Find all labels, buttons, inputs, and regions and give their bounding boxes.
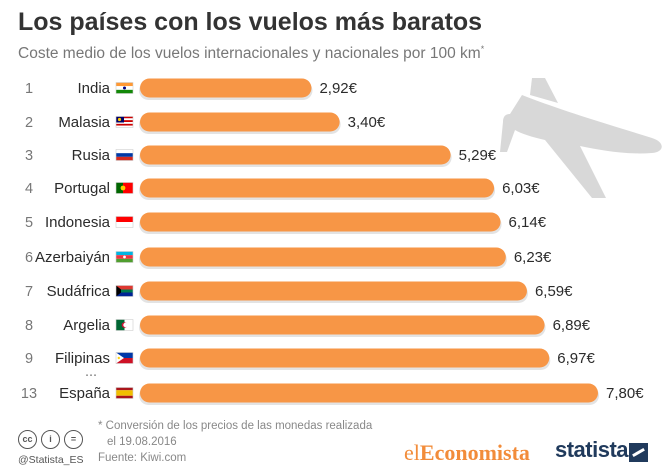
country-label: Sudáfrica — [47, 283, 111, 300]
azerbaijan-flag-icon — [115, 251, 134, 263]
country-label: Malasia — [58, 114, 110, 131]
rank-label: 6 — [25, 250, 33, 266]
rank-label: 8 — [25, 318, 33, 334]
value-label: 6,23€ — [514, 249, 552, 266]
value-label: 7,80€ — [606, 385, 644, 402]
spain-flag-icon — [115, 387, 134, 399]
country-label: Indonesia — [45, 214, 111, 231]
source-text: Fuente: Kiwi.com — [98, 452, 187, 464]
page-title: Los países con los vuelos más baratos — [18, 8, 483, 36]
value-label: 6,97€ — [557, 350, 595, 367]
country-label: India — [77, 80, 110, 97]
russia-flag-icon — [115, 149, 134, 161]
bar-portugal — [140, 178, 495, 198]
rank-label: 9 — [25, 351, 33, 367]
value-label: 5,29€ — [459, 147, 497, 164]
bar-sudáfrica — [140, 281, 527, 301]
rank-label: 5 — [25, 215, 33, 231]
gap-marker: ... — [85, 364, 97, 380]
bar-india — [140, 78, 312, 98]
statista-logo-icon — [629, 443, 648, 462]
country-label: Azerbaiyán — [35, 249, 110, 266]
rank-label: 13 — [21, 386, 37, 402]
bar-argelia — [140, 315, 545, 335]
algeria-flag-icon — [115, 319, 134, 331]
value-label: 2,92€ — [319, 80, 357, 97]
page-subtitle: Coste medio de los vuelos internacionale… — [18, 44, 485, 63]
rank-label: 4 — [25, 181, 33, 197]
rank-label: 3 — [25, 148, 33, 164]
country-label: Portugal — [54, 180, 110, 197]
india-flag-icon — [115, 82, 134, 94]
statista-logo: statista — [555, 437, 629, 462]
bar-malasia — [140, 112, 340, 132]
bar-indonesia — [140, 212, 501, 232]
value-label: 6,14€ — [509, 214, 547, 231]
country-label: Argelia — [63, 317, 110, 334]
philippines-flag-icon — [115, 352, 134, 364]
bar-filipinas — [140, 348, 550, 368]
country-label: España — [59, 385, 111, 402]
value-label: 6,03€ — [502, 180, 540, 197]
cc-icon: cc — [18, 430, 37, 449]
airplane-icon — [500, 78, 662, 198]
twitter-handle: @Statista_ES — [18, 454, 84, 466]
rank-label: 2 — [25, 115, 33, 131]
rank-label: 7 — [25, 284, 33, 300]
country-label: Filipinas — [55, 350, 110, 367]
country-label: Rusia — [72, 147, 111, 164]
attribution-icon: i — [41, 430, 60, 449]
footnote: * Conversión de los precios de las moned… — [98, 420, 373, 448]
indonesia-flag-icon — [115, 216, 134, 228]
portugal-flag-icon — [115, 182, 134, 194]
malaysia-flag-icon — [115, 116, 134, 128]
value-label: 3,40€ — [348, 114, 386, 131]
bar-azerbaiyán — [140, 247, 506, 267]
south-africa-flag-icon — [115, 285, 134, 297]
value-label: 6,89€ — [553, 317, 591, 334]
rank-label: 1 — [25, 81, 33, 97]
no-derivatives-icon: = — [64, 430, 83, 449]
bar-españa — [140, 383, 598, 403]
value-label: 6,59€ — [535, 283, 573, 300]
bar-rusia — [140, 145, 451, 165]
eleconomista-logo: elEconomista — [404, 440, 530, 465]
license-icons: cc i = — [18, 430, 83, 449]
